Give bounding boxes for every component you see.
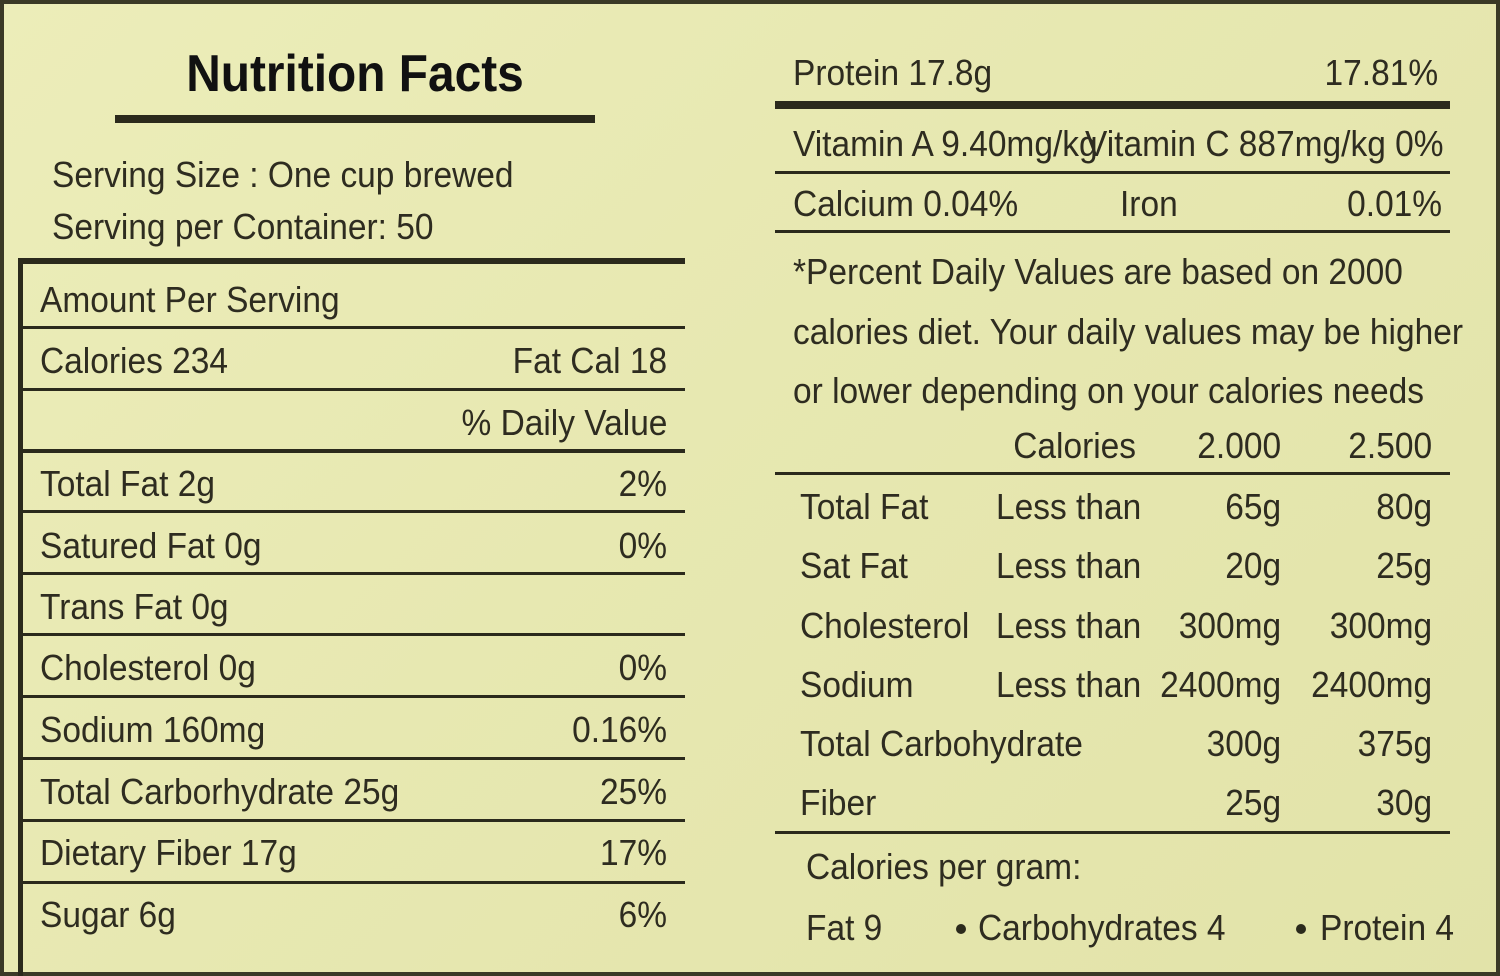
reference-qualifier: Less than (996, 664, 1142, 705)
bullet-icon (1296, 920, 1316, 938)
reference-header-col1: 2.000 (1197, 425, 1281, 466)
title-underline (115, 115, 595, 123)
reference-header-col2: 2.500 (1348, 425, 1432, 466)
amount-per-serving: Amount Per Serving (40, 279, 340, 320)
calories-per-gram-carbohydrates: Carbohydrates 4 (978, 907, 1226, 948)
divider (775, 171, 1450, 174)
protein-divider (775, 101, 1450, 109)
divider (22, 388, 685, 391)
divider (775, 230, 1450, 233)
nutrient-label: Trans Fat 0g (40, 586, 229, 627)
nutrient-label: Dietary Fiber 17g (40, 832, 297, 873)
reference-name: Total Fat (800, 486, 929, 527)
nutrient-value: 6% (618, 894, 667, 935)
footnote-line: calories diet. Your daily values may be … (793, 311, 1463, 352)
reference-col1: 65g (1225, 486, 1281, 527)
reference-col2: 300mg (1329, 605, 1432, 646)
footnote-line: *Percent Daily Values are based on 2000 (793, 251, 1403, 292)
vitamin-c: Vitamin C 887mg/kg 0% (1085, 123, 1444, 164)
reference-qualifier: Less than (996, 605, 1142, 646)
serving-divider (22, 258, 685, 264)
panel-border (18, 258, 23, 976)
reference-col1: 2400mg (1159, 664, 1281, 705)
reference-qualifier: Less than (996, 486, 1142, 527)
reference-col2: 25g (1376, 545, 1432, 586)
fat-calories: Fat Cal 18 (512, 340, 667, 381)
reference-col2: 30g (1376, 782, 1432, 823)
footnote-line: or lower depending on your calories need… (793, 370, 1424, 411)
divider (22, 326, 685, 329)
reference-name: Fiber (800, 782, 877, 823)
divider (22, 881, 685, 884)
reference-col1: 25g (1225, 782, 1281, 823)
nutrient-value: 0.16% (572, 709, 667, 750)
daily-value-header: % Daily Value (461, 402, 667, 443)
reference-name: Sodium (800, 664, 914, 705)
nutrient-value: 2% (618, 463, 667, 504)
nutrient-value: 0% (618, 647, 667, 688)
reference-col2: 2400mg (1310, 664, 1432, 705)
servings-per-container: Serving per Container: 50 (52, 206, 434, 247)
nutrient-value: 25% (599, 771, 667, 812)
reference-qualifier: Less than (996, 545, 1142, 586)
divider (22, 695, 685, 698)
reference-col2: 375g (1357, 723, 1432, 764)
serving-size: Serving Size : One cup brewed (52, 154, 514, 195)
reference-header-label: Calories (1013, 425, 1136, 466)
nutrient-value: 0% (618, 525, 667, 566)
protein-value: 17.81% (1324, 52, 1438, 93)
reference-col1: 300mg (1178, 605, 1281, 646)
iron-value: 0.01% (1347, 183, 1442, 224)
divider (22, 633, 685, 636)
divider (22, 510, 685, 513)
calories-per-gram-heading: Calories per gram: (806, 846, 1082, 887)
reference-name: Total Carbohydrate (800, 723, 1083, 764)
calories-label: Calories 234 (40, 340, 228, 381)
divider (22, 572, 685, 575)
nutrient-value: 17% (599, 832, 667, 873)
divider (22, 449, 685, 453)
divider (22, 757, 685, 760)
nutrient-label: Satured Fat 0g (40, 525, 262, 566)
divider (775, 472, 1450, 475)
reference-col1: 300g (1206, 723, 1281, 764)
nutrient-label: Cholesterol 0g (40, 647, 256, 688)
reference-col2: 80g (1376, 486, 1432, 527)
panel-title: Nutrition Facts (186, 45, 524, 103)
calories-per-gram-protein: Protein 4 (1320, 907, 1455, 948)
protein-label: Protein 17.8g (793, 52, 993, 93)
divider (22, 819, 685, 822)
nutrient-label: Sodium 160mg (40, 709, 266, 750)
divider (775, 831, 1450, 834)
nutrient-label: Sugar 6g (40, 894, 176, 935)
reference-col1: 20g (1225, 545, 1281, 586)
reference-name: Cholesterol (800, 605, 970, 646)
iron-label: Iron (1120, 183, 1178, 224)
nutrient-label: Total Fat 2g (40, 463, 215, 504)
nutrient-label: Total Carborhydrate 25g (40, 771, 400, 812)
calories-per-gram-fat: Fat 9 (806, 907, 883, 948)
vitamin-a: Vitamin A 9.40mg/kg (793, 123, 1098, 164)
reference-name: Sat Fat (800, 545, 908, 586)
calcium: Calcium 0.04% (793, 183, 1019, 224)
bullet-icon (956, 920, 976, 938)
